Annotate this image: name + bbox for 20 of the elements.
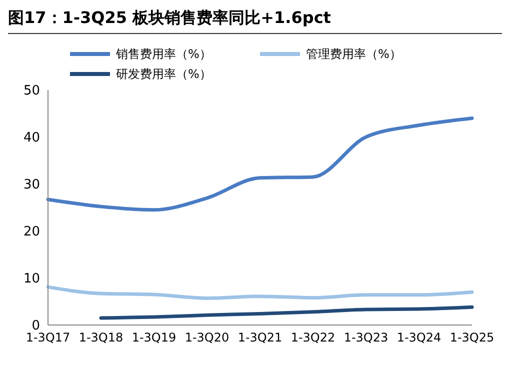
x-tick-label: 1-3Q23	[344, 330, 388, 345]
x-tick-label: 1-3Q24	[396, 330, 442, 345]
legend-label: 销售费用率（%）	[116, 46, 212, 62]
line-series	[46, 116, 474, 212]
y-tick-label: 10	[23, 272, 40, 287]
chart-title: 图17：1-3Q25 板块销售费率同比+1.6pct	[8, 8, 502, 34]
x-tick-label: 1-3Q19	[132, 330, 176, 345]
y-tick-label: 40	[23, 130, 40, 146]
y-tick-label: 20	[23, 224, 40, 240]
x-tick-label: 1-3Q21	[238, 330, 282, 345]
x-tick-label: 1-3Q25	[450, 330, 494, 345]
y-tick-label: 50	[23, 84, 40, 99]
y-tick-label: 30	[23, 178, 40, 193]
x-tick-label: 1-3Q22	[290, 330, 336, 345]
x-tick-label: 1-3Q20	[184, 330, 230, 345]
x-tick-label: 1-3Q18	[78, 330, 124, 345]
line-series	[99, 305, 474, 320]
line-series	[46, 285, 474, 300]
legend-label: 研发费用率（%）	[116, 66, 212, 82]
legend-label: 管理费用率（%）	[306, 46, 402, 62]
